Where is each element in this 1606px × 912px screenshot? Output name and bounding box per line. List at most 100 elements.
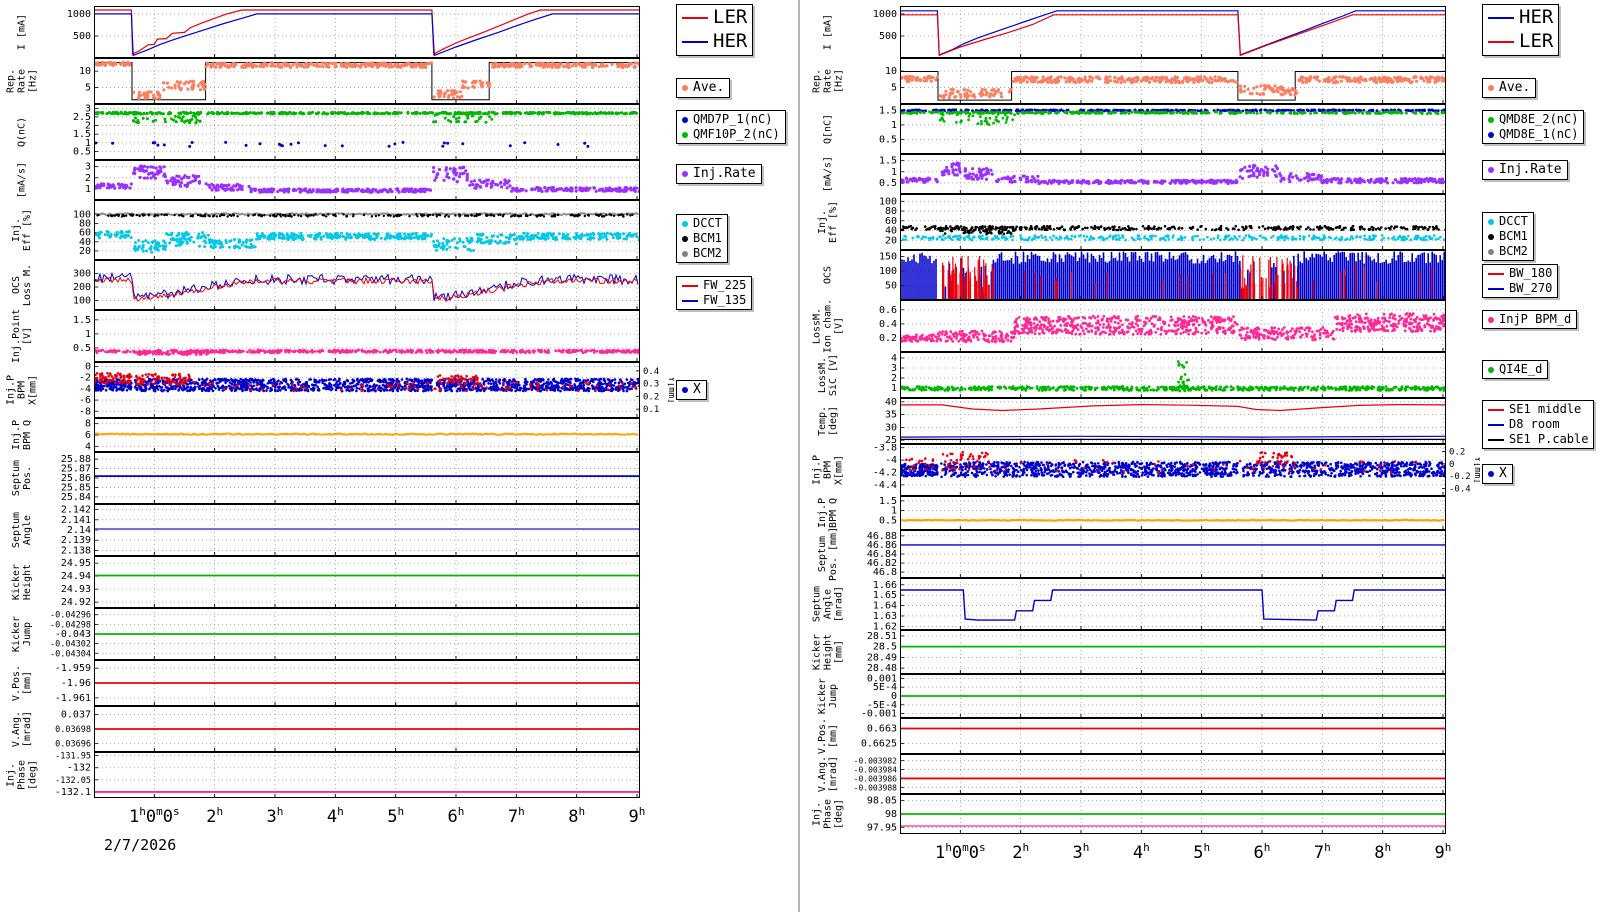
y-tick-label: 1.5	[879, 156, 897, 167]
series-group	[94, 271, 639, 302]
subplot-charge: Q[nC] 1.5 1 0.5 QMD8E_2(nC) QMD8E_1(nC)	[806, 104, 1606, 154]
legend-entry: FW_135	[682, 293, 746, 308]
subplot-kicker-jump: Kicker Jump 0.001 5E-4 0 -5E-4 -0.001	[806, 674, 1606, 718]
x-tick-label: 6h	[1254, 841, 1271, 863]
series-group	[94, 372, 640, 393]
plot-canvas-kicker-height: 24.95 24.94 24.93 24.92	[61, 556, 640, 608]
subplot-charge: Q(nC) 3 2.5 2 1.5 1 0.5 QMD7P_1(nC) QMF10P_2(nC)	[0, 104, 824, 160]
y-axis-label-ocs: OCS	[806, 250, 850, 300]
series-group	[900, 224, 1446, 242]
y-axis-label-temp: Temp. [deg]	[806, 398, 850, 444]
legend-entry: BW_180	[1488, 266, 1552, 281]
legend-entry: Ave.	[1488, 80, 1530, 96]
dot-swatch	[682, 387, 688, 394]
legend-entry: SE1 middle	[1488, 402, 1588, 417]
series-group	[94, 110, 639, 148]
y-axis-label-text: Septum Angle [mrad]	[811, 585, 845, 623]
series-group	[900, 251, 1445, 300]
legend-label: DCCT	[693, 216, 722, 230]
y-tick-label: 25	[885, 435, 897, 444]
legend-label: BCM2	[693, 246, 722, 260]
legend-ion-chamber: InjP BPM_d	[1482, 310, 1578, 329]
y-tick-label: 0.5	[73, 146, 91, 157]
y-tick-label: 10	[79, 66, 91, 77]
plot-canvas-bpmq: 864	[85, 418, 640, 452]
y-tick-label: -3.8	[873, 444, 897, 454]
legend-label: QI4E_d	[1499, 362, 1543, 376]
y-tick-label: -4.4	[873, 480, 897, 491]
y-tick-label: 0.03698	[55, 725, 91, 735]
y-tick-label: 2.141	[61, 515, 91, 526]
line-swatch	[1488, 16, 1514, 19]
y-tick-label: 2	[85, 121, 91, 132]
subplot-kicker-height: Kicker Height 24.95 24.94 24.93 24.92	[0, 556, 824, 608]
legend-label: QMF10P_2(nC)	[693, 127, 780, 141]
y-tick-label: 8	[85, 419, 91, 430]
panel-ler: I [mA] 1000 500 LER HER Rep. Rate [Hz] 10 5 Ave.…	[0, 4, 824, 832]
plot-canvas-reprate: 10 5	[885, 58, 1446, 104]
line-swatch	[1488, 287, 1504, 290]
legend-entry: QMD8E_2(nC)	[1488, 112, 1578, 127]
legend-entry: BCM1	[682, 231, 722, 246]
y-axis-label-kicker-jump: Kicker Jump	[806, 674, 850, 718]
y-axis-label-septum-angle: Septum Angle [mrad]	[806, 578, 850, 630]
x-tick-label: 3h	[1073, 841, 1090, 863]
y-axis-label-bpmx: Inj.P BPM X[mm]	[806, 444, 850, 496]
dot-swatch	[682, 235, 688, 242]
y-tick-label: -0.003984	[854, 766, 898, 775]
y-axis-label-kicker-height: Kicker Height [mm]	[806, 630, 850, 674]
y-tick-label: 0.4	[879, 319, 897, 330]
y-axis-label-text: [mA/s]	[822, 155, 834, 193]
plot-canvas-ocs: 300 200 100	[73, 260, 640, 310]
y-axis-label-text: Rep. Rate [Hz]	[5, 68, 39, 94]
plot-canvas-phase: -131.95-132 -132.05-132.1	[55, 752, 640, 798]
y-tick-label: 28.49	[867, 652, 897, 663]
subplot-ocs: OCS 150 100 50 BW_180 BW_270	[806, 250, 1606, 300]
legend-entry: Inj.Rate	[682, 166, 756, 182]
legend-injrate: Inj.Rate	[676, 164, 762, 185]
subplot-sic: LossM. SiC [V] 4 3 2 1 QI4E_d	[806, 352, 1606, 398]
y-tick-label: -0.003986	[854, 774, 898, 783]
y-tick-label: 100	[879, 196, 897, 207]
line-swatch	[682, 284, 698, 287]
y-axis-label-septum-angle: Septum Angle	[0, 504, 44, 556]
legend-label: Ave.	[1499, 80, 1531, 95]
x-tick-label: 4h	[1133, 841, 1150, 863]
y-axis-label-ion-chamber: LossM. Ion cham. [V]	[806, 299, 850, 353]
plot-canvas-injpoint: 1.5 1 0.5	[73, 310, 640, 362]
legend-entry: QMF10P_2(nC)	[682, 127, 780, 142]
legend-entry: Ave.	[682, 80, 724, 96]
y-axis-label-kicker-jump: Kicker Jump	[0, 608, 44, 660]
subplot-eff: Inj. Eff [%] 100 80 60 40 20 DCCT BCM1 BCM2	[806, 194, 1606, 261]
dot-swatch	[682, 250, 688, 257]
y-tick-label: 1000	[67, 9, 91, 20]
y-tick-label: -0.003988	[854, 783, 898, 792]
y-tick-label: 500	[879, 31, 897, 42]
legend-ocs: FW_225 FW_135	[676, 276, 753, 310]
y-axis-label-text: Inj.P BPM X[mm]	[5, 374, 39, 406]
y-axis-label-reprate: Rep. Rate [Hz]	[0, 58, 44, 104]
dot-swatch	[1488, 316, 1494, 323]
y-tick-label: 1	[891, 383, 897, 394]
subplot-phase: Inj. Phase [deg] 98.05 98 97.95	[806, 794, 1606, 834]
legend-entry: BCM1	[1488, 229, 1528, 244]
y-axis-label-reprate: Rep. Rate [Hz]	[806, 58, 850, 104]
series-group	[900, 312, 1446, 344]
legend-label: BCM1	[1499, 229, 1528, 243]
y-tick-label: 4	[891, 353, 897, 364]
y-tick-label: -0.04302	[50, 640, 91, 650]
legend-entry: LER	[1488, 30, 1553, 54]
plot-canvas-vang: -0.003982-0.003984-0.003986-0.003988	[854, 754, 1446, 794]
legend-label: BW_270	[1509, 281, 1553, 295]
y-tick-label: -4.2	[873, 467, 897, 478]
plot-canvas-charge: 1.5 1 0.5	[879, 104, 1446, 154]
y-axis-label-text: Kicker Height	[11, 563, 33, 601]
y-tick-label: 150	[879, 251, 897, 262]
x-tick-label: 2h	[206, 805, 223, 827]
plot-canvas-current: 1000 500	[873, 6, 1446, 58]
y-tick-label: 46.84	[867, 549, 897, 560]
y-tick-label: 25.86	[61, 473, 91, 484]
